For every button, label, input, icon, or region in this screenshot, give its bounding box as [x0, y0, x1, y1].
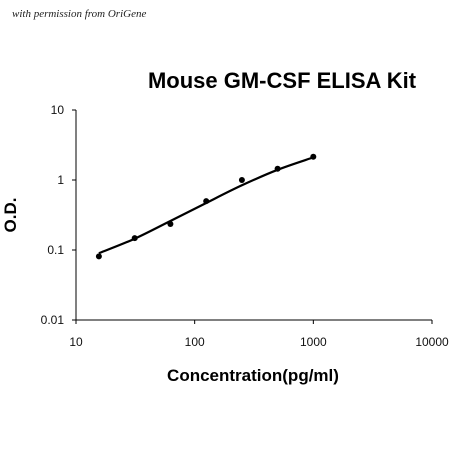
data-point: [310, 153, 317, 160]
x-axis-ticks: 10 100 1000 10000: [69, 320, 449, 349]
data-point: [167, 221, 174, 227]
data-point: [274, 165, 281, 172]
fit-curve-line: [98, 156, 314, 255]
chart-title: Mouse GM-CSF ELISA Kit: [148, 68, 417, 93]
data-point: [238, 177, 245, 183]
x-axis-label: Concentration(pg/ml): [167, 366, 339, 385]
x-tick-label: 10000: [415, 335, 449, 349]
x-tick-label: 10: [69, 335, 83, 349]
y-axis-ticks: 0.01 0.1 1 10: [41, 103, 76, 327]
x-tick-label: 100: [185, 335, 205, 349]
data-point: [131, 235, 138, 242]
y-tick-label: 1: [57, 173, 64, 187]
data-points: [95, 153, 317, 260]
data-point: [95, 253, 102, 260]
y-axis-label: O.D.: [1, 198, 20, 233]
data-point: [203, 198, 210, 205]
plot-area: 0.01 0.1 1 10 10 100 1000 10000: [41, 103, 449, 349]
y-tick-label: 10: [51, 103, 65, 117]
y-tick-label: 0.01: [41, 313, 65, 327]
y-tick-label: 0.1: [47, 243, 64, 257]
x-tick-label: 1000: [300, 335, 327, 349]
permission-note: with permission from OriGene: [12, 8, 147, 20]
